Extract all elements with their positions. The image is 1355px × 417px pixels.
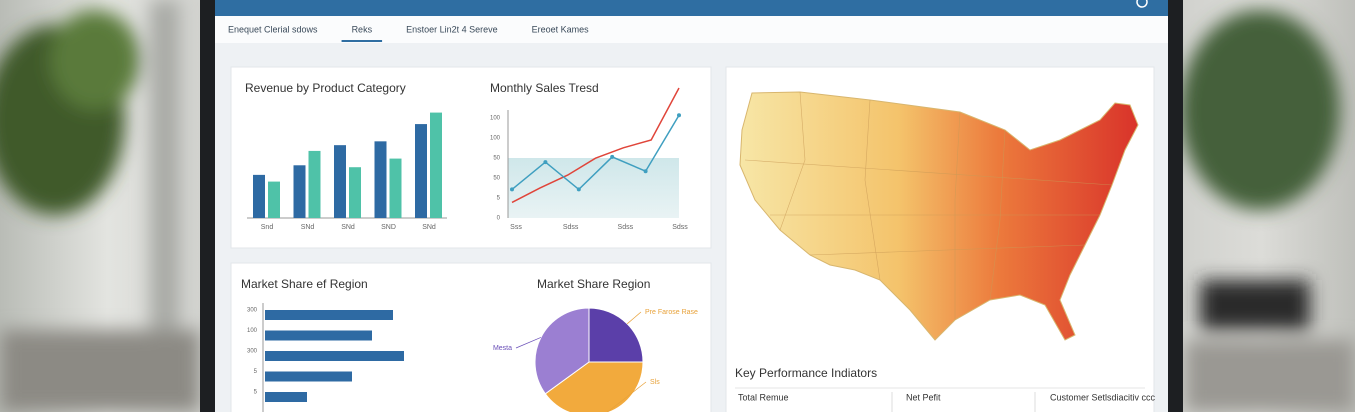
y-tick-label: 300 — [247, 349, 258, 355]
bar — [374, 141, 387, 218]
y-tick-label: 300 — [247, 308, 258, 314]
bar — [265, 371, 352, 382]
line — [511, 114, 680, 191]
panel-title: Market Share ef Region — [241, 277, 368, 291]
y-tick-label: 0 — [497, 216, 501, 222]
y-tick-label: 100 — [490, 116, 501, 122]
kpi-label: Total Remue — [738, 392, 789, 402]
panel-title: Market Share Region — [537, 277, 650, 291]
pie-slice — [534, 307, 590, 395]
tab[interactable]: Enstoer Lin2t 4 Sereve — [406, 24, 498, 34]
bar — [293, 165, 306, 218]
x-tick-label: SND — [381, 224, 396, 231]
x-tick-label: Snd — [261, 224, 274, 231]
panel-title: Monthly Sales Tresd — [490, 81, 599, 95]
point — [543, 160, 548, 165]
bar — [265, 310, 393, 320]
top-bar — [215, 0, 1168, 16]
bar — [265, 392, 307, 402]
panel-title: Revenue by Product Category — [245, 81, 406, 95]
x-tick-label: Sdss — [563, 224, 579, 231]
y-tick-label: 50 — [493, 156, 500, 162]
x-tick-label: Sdss — [618, 224, 634, 231]
pie-label: Pre Farose Rase — [645, 309, 698, 316]
x-tick-label: Sdss — [672, 224, 688, 231]
kpi-label: Customer Setlsdiacitiv ccc — [1050, 392, 1156, 402]
state-borders — [744, 91, 1113, 320]
bar — [430, 112, 442, 218]
leader-line — [605, 381, 647, 414]
y-tick-label: 5 — [254, 369, 258, 375]
pie-label: Sls — [650, 379, 660, 386]
search-icon[interactable] — [1136, 0, 1148, 8]
bar — [334, 145, 346, 218]
tab[interactable]: Reks — [352, 24, 373, 34]
us-map — [739, 91, 1139, 341]
y-tick-label: 100 — [490, 136, 501, 142]
y-tick-label: 50 — [493, 176, 500, 182]
tab[interactable]: Enequet Clerial sdows — [228, 24, 318, 34]
point — [610, 154, 615, 159]
bar — [265, 351, 404, 361]
x-tick-label: Sss — [510, 224, 522, 231]
y-tick-label: 5 — [254, 390, 258, 396]
x-tick-label: SNd — [301, 224, 315, 231]
tab-bar — [215, 16, 1168, 43]
bar — [389, 158, 402, 218]
kpi-label: Net Pefit — [906, 392, 941, 402]
line — [511, 87, 680, 204]
bar — [268, 181, 280, 218]
pie-label: Mesta — [493, 345, 512, 352]
x-tick-label: SNd — [341, 224, 355, 231]
point — [510, 187, 514, 192]
tab[interactable]: Ereoet Kames — [532, 24, 590, 34]
bar — [308, 150, 321, 218]
point — [576, 187, 581, 192]
panel-title: Key Performance Indiators — [735, 366, 877, 380]
bar — [265, 330, 372, 341]
point — [677, 113, 681, 118]
y-tick-label: 5 — [497, 196, 501, 202]
bar — [415, 124, 427, 218]
leader-line — [515, 337, 542, 349]
y-tick-label: 100 — [247, 328, 258, 334]
bar — [349, 167, 361, 218]
plot-area — [508, 158, 679, 218]
bar — [253, 174, 265, 218]
x-tick-label: SNd — [422, 224, 436, 231]
point — [643, 169, 648, 174]
leader-line — [626, 311, 642, 325]
